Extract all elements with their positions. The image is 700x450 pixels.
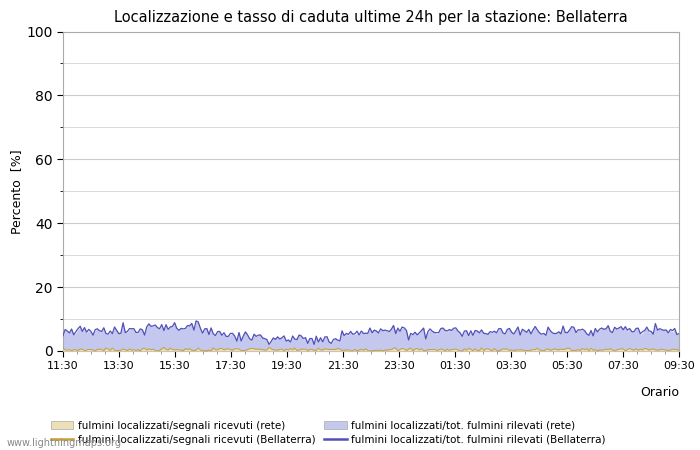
- Text: www.lightningmaps.org: www.lightningmaps.org: [7, 438, 122, 448]
- Legend: fulmini localizzati/segnali ricevuti (rete), fulmini localizzati/segnali ricevut: fulmini localizzati/segnali ricevuti (re…: [50, 421, 606, 445]
- Y-axis label: Percento  [%]: Percento [%]: [10, 149, 23, 234]
- Title: Localizzazione e tasso di caduta ultime 24h per la stazione: Bellaterra: Localizzazione e tasso di caduta ultime …: [114, 10, 628, 25]
- Text: Orario: Orario: [640, 386, 679, 399]
